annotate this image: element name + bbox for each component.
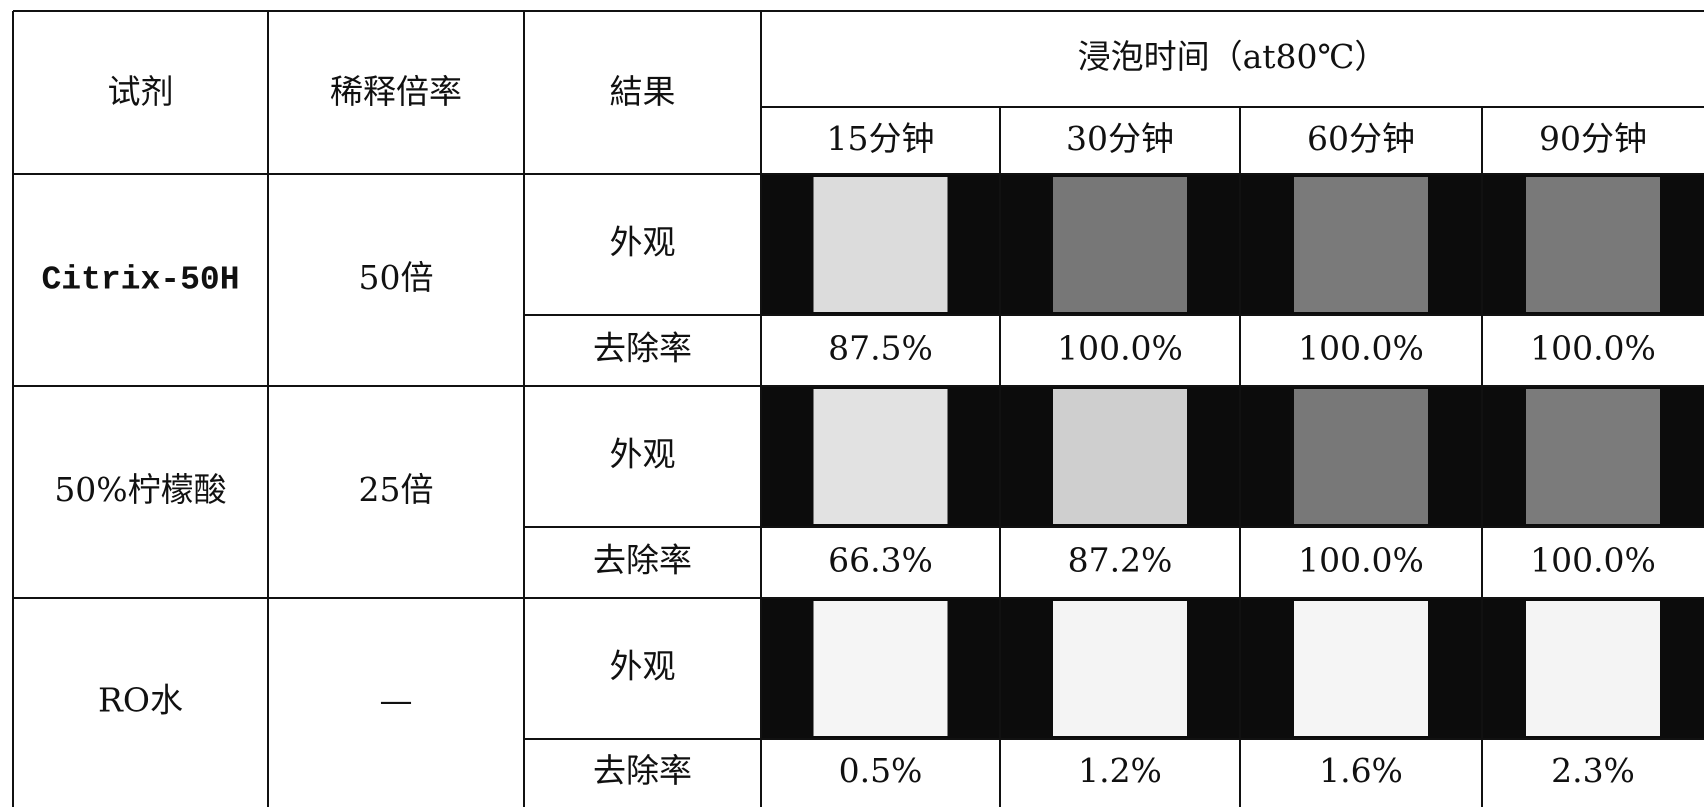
header-cell: 結果 [610, 72, 676, 111]
result-label: 外观 [610, 647, 676, 686]
sample-photo [813, 601, 948, 736]
removal-rate: 100.0% [1298, 329, 1424, 368]
header-cell: 浸泡时间（at80℃） [1078, 37, 1388, 76]
removal-rate: 87.5% [828, 329, 933, 368]
removal-rate: 100.0% [1298, 541, 1424, 580]
removal-rate: 100.0% [1530, 329, 1656, 368]
removal-rate: 100.0% [1057, 329, 1183, 368]
sample-photo [1053, 389, 1187, 524]
reagent: 50%柠檬酸 [54, 470, 226, 509]
removal-rate: 1.6% [1319, 751, 1403, 790]
dilution: — [380, 681, 413, 720]
removal-rate: 1.2% [1078, 751, 1162, 790]
removal-rate: 66.3% [828, 541, 933, 580]
sample-photo [1294, 601, 1428, 736]
removal-rate: 87.2% [1068, 541, 1173, 580]
header-cell: 60分钟 [1307, 119, 1415, 158]
sample-photo [813, 177, 948, 312]
sample-photo [1526, 601, 1660, 736]
result-label: 去除率 [593, 329, 692, 368]
sample-photo [1294, 177, 1428, 312]
header-cell: 15分钟 [827, 119, 935, 158]
removal-rate: 2.3% [1551, 751, 1635, 790]
result-label: 去除率 [593, 751, 692, 790]
sample-photo [1526, 389, 1660, 524]
dilution: 25倍 [359, 470, 434, 509]
removal-rate: 0.5% [839, 751, 923, 790]
result-label: 去除率 [593, 541, 692, 580]
sample-photo [1053, 177, 1187, 312]
sample-photo [1526, 177, 1660, 312]
result-label: 外观 [610, 435, 676, 474]
header-cell: 稀释倍率 [330, 72, 462, 111]
dilution: 50倍 [359, 258, 434, 297]
header-cell: 30分钟 [1066, 119, 1174, 158]
reagent: RO水 [98, 681, 183, 720]
sample-photo [1053, 601, 1187, 736]
sample-photo [813, 389, 948, 524]
removal-rate: 100.0% [1530, 541, 1656, 580]
reagent: Citrix-50H [41, 262, 239, 299]
header-cell: 试剂 [108, 72, 174, 111]
sample-photo [1294, 389, 1428, 524]
header-cell: 90分钟 [1539, 119, 1647, 158]
result-label: 外观 [610, 223, 676, 262]
